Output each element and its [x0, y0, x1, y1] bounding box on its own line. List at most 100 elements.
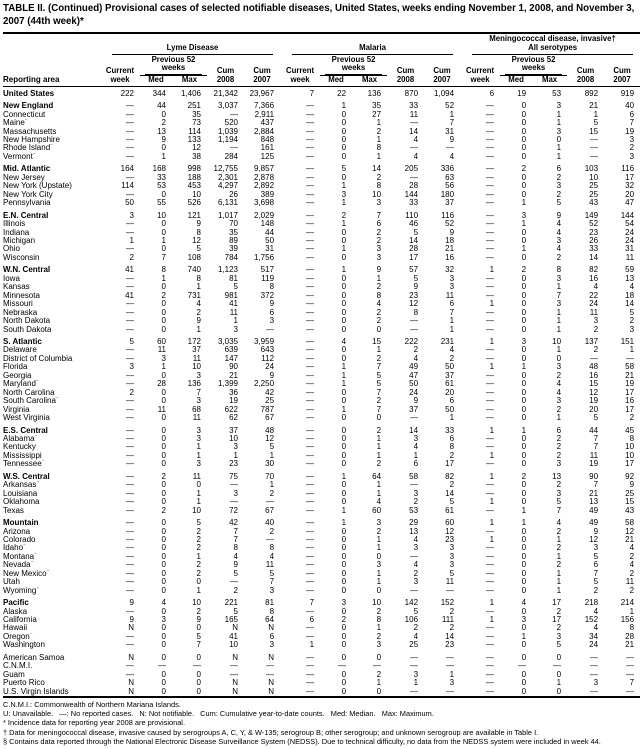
value-cell: 17	[552, 615, 562, 625]
footnote-section: § Contains data reported through the Nat…	[3, 736, 601, 746]
value-cell: —	[193, 661, 201, 671]
value-cell: —	[126, 488, 134, 498]
value-cell: 0	[341, 151, 347, 161]
value-cell: 0	[161, 433, 166, 443]
reporting-area-cell: Wyoming§	[3, 586, 39, 595]
value-cell: —	[126, 551, 134, 561]
value-cell: 21	[589, 101, 599, 111]
value-cell: 111	[441, 615, 455, 625]
value-cell: 0	[556, 652, 562, 662]
value-cell: 0	[521, 551, 527, 561]
value-cell: 17	[625, 387, 635, 397]
value-cell: 517	[260, 265, 275, 275]
table-row: Vermont§ — 1 38 284 125 — 0 1 4 4 — 0 1 — 3	[3, 151, 640, 161]
value-cell: 41	[125, 265, 134, 275]
value-cell: 2	[413, 497, 419, 507]
reporting-area-cell: Hawaii	[3, 624, 28, 633]
value-cell: 5	[376, 379, 382, 389]
value-cell: 50	[445, 362, 455, 372]
value-cell: 5	[449, 568, 455, 578]
value-cell: 1	[489, 534, 495, 544]
value-cell: 27	[372, 109, 382, 119]
reporting-area-cell: W.S. Central	[3, 471, 50, 481]
value-cell: 3	[129, 210, 134, 220]
value-cell: —	[306, 450, 315, 460]
reporting-area-cell: Montana§	[3, 552, 37, 561]
value-cell: —	[126, 370, 134, 380]
value-cell: 17	[552, 598, 562, 608]
value-cell: 4	[161, 598, 166, 608]
value-cell: 1	[196, 497, 201, 507]
value-cell: 50	[409, 379, 419, 389]
value-cell: 5	[413, 273, 419, 283]
value-cell: 0	[521, 669, 527, 679]
value-cell: —	[590, 652, 599, 662]
value-cell: 25	[589, 181, 599, 191]
value-cell: 1	[341, 379, 347, 389]
reporting-area-cell: Arkansas§	[3, 481, 39, 490]
value-cell: 1	[341, 219, 347, 229]
value-cell: 9	[449, 227, 455, 237]
value-cell: 5	[196, 244, 201, 254]
table-row: Texas§ — 2 10 72 67 — 1 60 53 61 — 1 7 49 43	[3, 505, 640, 515]
value-cell: —	[306, 568, 315, 578]
value-cell: 5	[556, 198, 562, 208]
value-cell: 43	[625, 505, 635, 515]
value-cell: 1	[489, 336, 495, 346]
reporting-area-cell: United States	[3, 88, 55, 98]
reporting-area-cell: Mid. Atlantic	[3, 164, 51, 174]
value-cell: 20	[445, 387, 455, 397]
value-cell: 0	[521, 345, 527, 355]
reporting-area-cell: C.N.M.I.	[3, 662, 33, 671]
value-cell: —	[126, 560, 134, 570]
table-row: Oklahoma — 0 1 — — — 0 4 2 5 1 0 5 13 15	[3, 497, 640, 507]
value-cell: —	[126, 577, 134, 587]
value-cell: 0	[521, 353, 527, 363]
value-cell: 0	[341, 396, 347, 406]
value-cell: 33	[409, 101, 419, 111]
value-cell: 172	[187, 336, 201, 346]
value-cell: 1	[556, 118, 562, 128]
value-cell: 8	[196, 227, 201, 237]
value-cell: —	[486, 396, 495, 406]
value-cell: 24	[625, 227, 635, 237]
value-cell: 1	[376, 543, 382, 553]
value-cell: —	[306, 135, 315, 145]
value-cell: 2	[196, 526, 201, 536]
value-cell: 1	[593, 109, 599, 119]
value-cell: —	[306, 551, 315, 561]
value-cell: 0	[161, 497, 166, 507]
value-cell: —	[306, 362, 315, 372]
value-cell: —	[306, 299, 315, 309]
value-cell: 3	[196, 370, 201, 380]
value-cell: 4	[556, 244, 562, 254]
value-cell: 2	[129, 387, 134, 397]
value-cell: —	[486, 252, 495, 262]
value-cell: 37	[445, 198, 455, 208]
value-cell: —	[126, 219, 134, 229]
value-cell: 8	[161, 265, 166, 275]
col-header-cum-2007: Cum 2007	[244, 55, 281, 88]
reporting-area-cell: Oklahoma	[3, 498, 40, 507]
value-cell: —	[306, 181, 315, 191]
value-cell: 136	[187, 379, 201, 389]
table-row: Maine§ — 2 73 520 437 — 0 1 — 7 — 0 1 5 7	[3, 118, 640, 128]
value-cell: 1	[489, 362, 495, 372]
value-cell: 7	[376, 387, 382, 397]
value-cell: —	[486, 219, 495, 229]
value-cell: —	[306, 488, 315, 498]
value-cell: —	[306, 198, 315, 208]
value-cell: 0	[161, 551, 166, 561]
value-cell: 13	[409, 526, 419, 536]
value-cell: 9	[269, 370, 275, 380]
value-cell: 17	[445, 459, 455, 469]
value-cell: 70	[229, 219, 238, 229]
value-cell: —	[126, 526, 134, 536]
value-cell: 1	[376, 568, 382, 578]
value-cell: 44	[589, 425, 599, 435]
value-cell: 0	[161, 526, 166, 536]
value-cell: —	[306, 109, 315, 119]
value-cell: 3	[556, 396, 562, 406]
value-cell: 0	[521, 181, 527, 191]
value-cell: 11	[409, 109, 419, 119]
